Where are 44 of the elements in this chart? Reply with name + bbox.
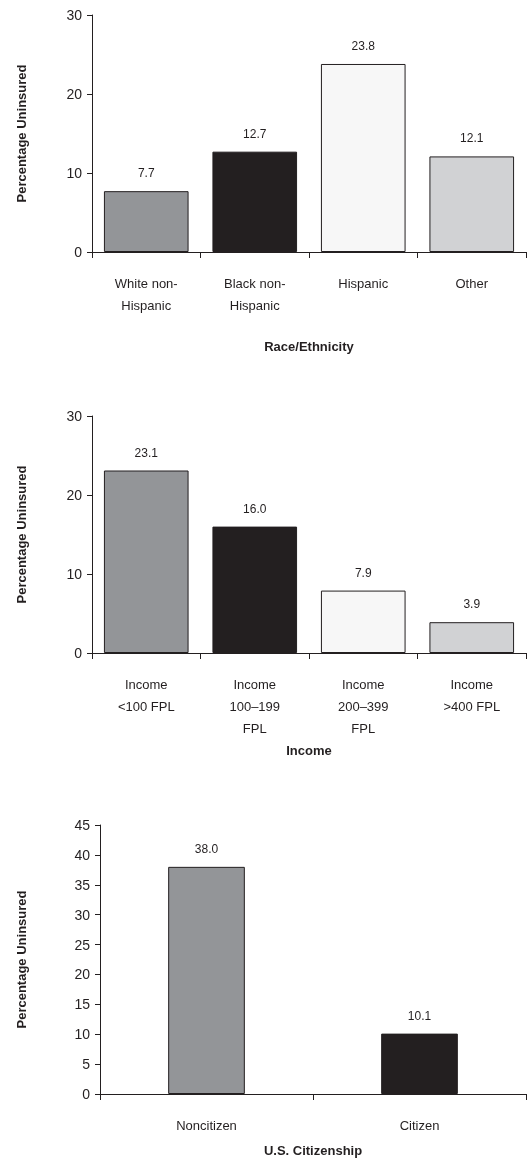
y-tick-label: 45 <box>74 817 91 833</box>
y-tick-label: 0 <box>82 1086 91 1102</box>
y-axis-title: Percentage Uninsured <box>14 64 29 203</box>
data-label: 3.9 <box>463 597 481 612</box>
y-tick-label: 10 <box>66 165 83 181</box>
y-tick-label: 40 <box>74 846 91 863</box>
y-tick-label: 15 <box>74 996 91 1013</box>
data-label: 7.9 <box>354 565 372 580</box>
y-tick-label: 25 <box>74 936 91 953</box>
y-axis-title: Percentage Uninsured <box>14 890 29 1029</box>
y-tick-label: 10 <box>66 566 83 582</box>
y-tick-label: 0 <box>74 645 83 661</box>
y-tick-label: 20 <box>66 487 83 503</box>
data-label: 38.0 <box>194 841 219 856</box>
x-tick-label: Income <100 FPL <box>117 676 175 714</box>
x-tick-label: Hispanic <box>338 275 389 291</box>
x-axis-title: Race/Ethnicity <box>264 339 355 354</box>
y-tick-label: 30 <box>66 408 83 424</box>
x-tick-label: Citizen <box>399 1117 440 1133</box>
x-tick-label: Income 200–399 FPL <box>337 676 389 736</box>
x-tick-label: White non- Hispanic <box>114 275 178 313</box>
x-tick-label: Noncitizen <box>176 1117 237 1133</box>
y-tick-label: 10 <box>74 1026 91 1043</box>
x-axis-title: U.S. Citizenship <box>263 1143 363 1158</box>
y-tick-label: 5 <box>82 1056 91 1073</box>
x-tick-label: Income >400 FPL <box>443 676 501 714</box>
y-tick-label: 35 <box>74 876 91 893</box>
x-axis-title: Income <box>286 742 332 758</box>
x-tick-label: Black non- Hispanic <box>224 275 286 313</box>
data-label: 12.7 <box>243 126 267 141</box>
data-label: 7.7 <box>137 166 155 181</box>
x-tick-label: Other <box>455 275 489 291</box>
y-tick-label: 20 <box>74 966 91 983</box>
y-tick-label: 0 <box>74 244 83 260</box>
y-tick-label: 30 <box>74 906 91 923</box>
x-tick-label: Income 100–199 FPL <box>229 676 281 736</box>
y-tick-label: 20 <box>66 86 83 102</box>
data-label: 12.1 <box>460 131 484 146</box>
y-axis-title: Percentage Uninsured <box>14 465 29 604</box>
y-tick-label: 30 <box>66 7 83 23</box>
data-label: 10.1 <box>407 1008 432 1023</box>
data-label: 23.8 <box>351 38 376 53</box>
data-label: 23.1 <box>134 445 159 460</box>
data-label: 16.0 <box>243 501 267 516</box>
